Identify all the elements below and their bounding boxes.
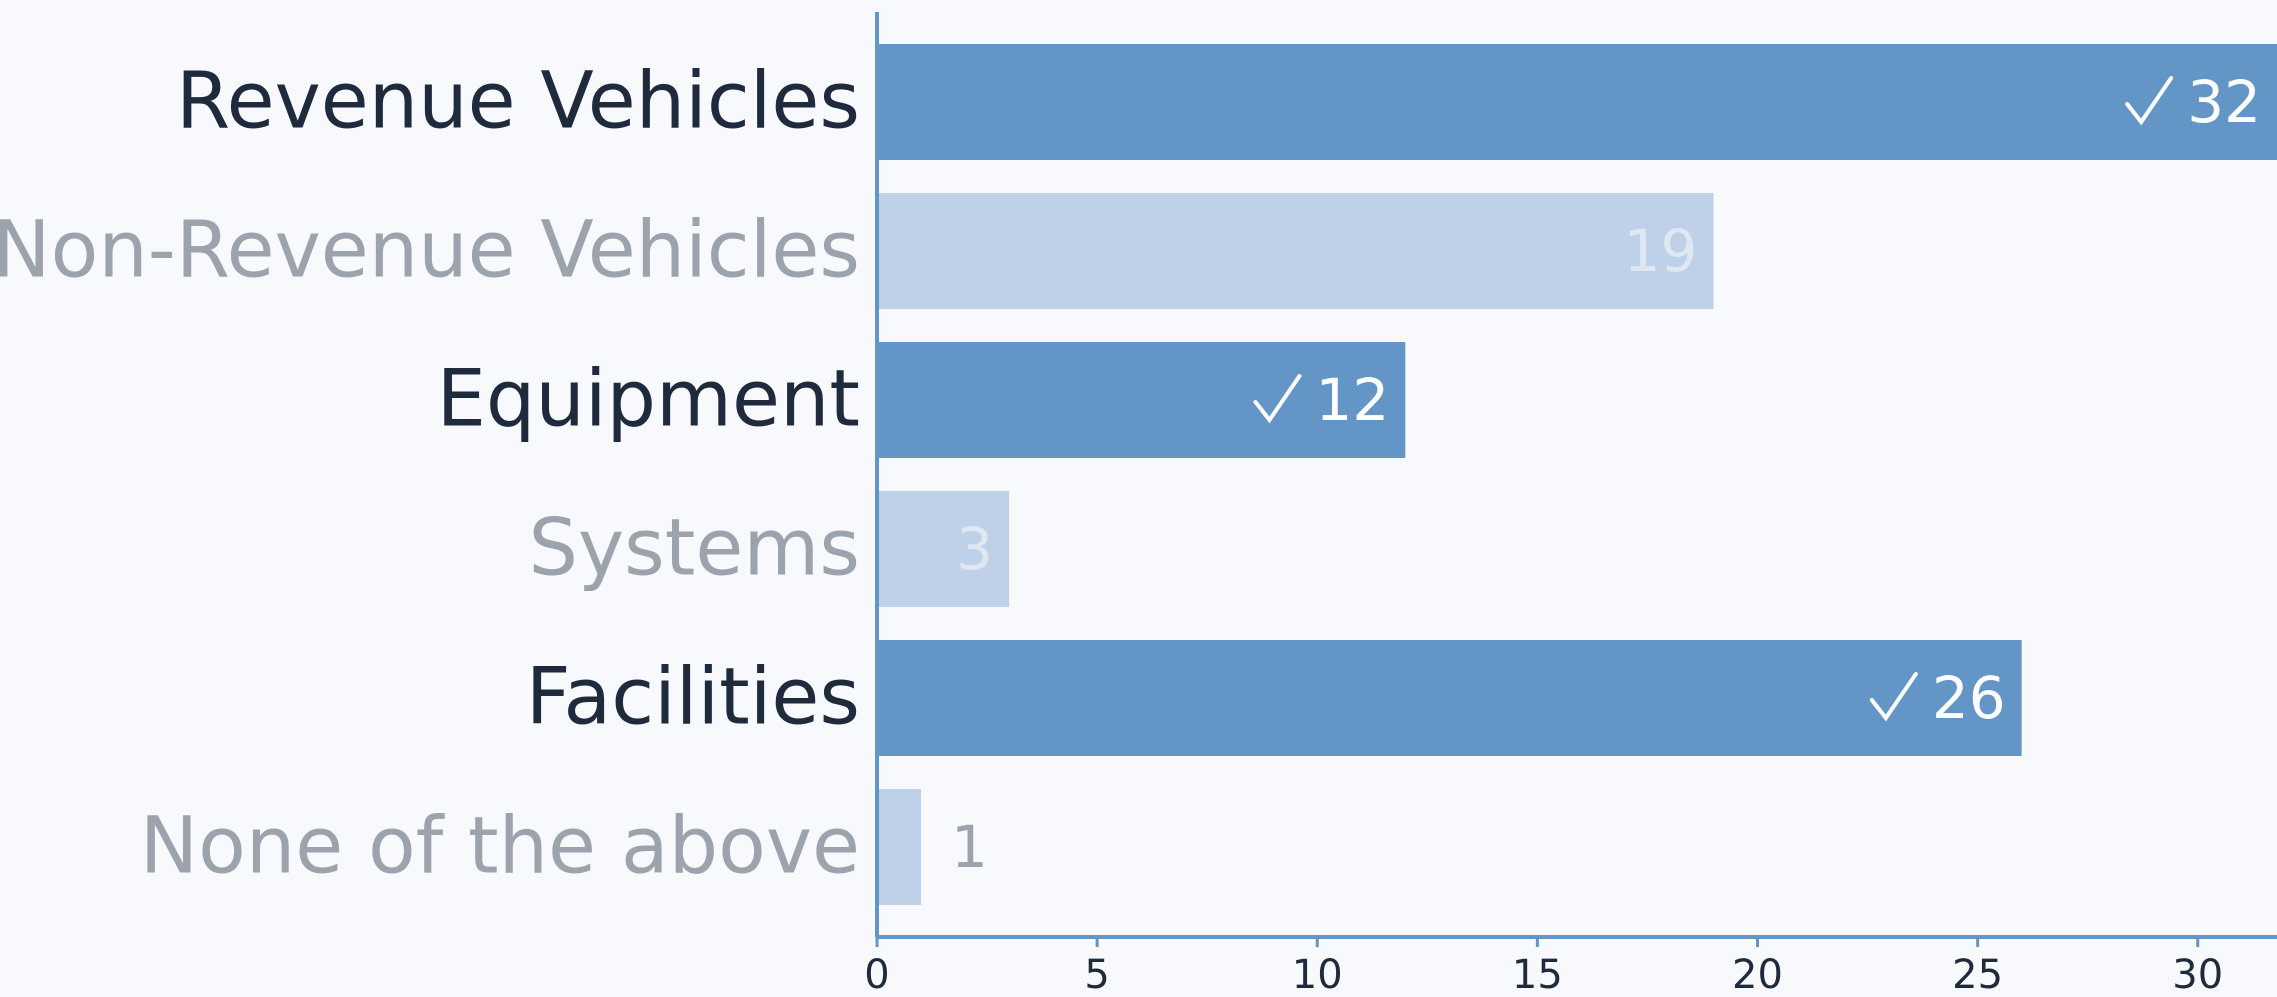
value-label: 32 — [2187, 68, 2261, 136]
x-tick-label: 20 — [1732, 952, 1783, 997]
value-label: 3 — [956, 515, 993, 583]
value-label: 19 — [1624, 217, 1698, 285]
value-label: 26 — [1932, 664, 2006, 732]
check-icon — [2125, 76, 2174, 126]
bar — [877, 44, 2277, 160]
bar — [877, 789, 922, 905]
category-label: None of the above — [140, 801, 860, 891]
x-tick-label: 5 — [1084, 952, 1109, 997]
x-tick-label: 10 — [1292, 952, 1343, 997]
category-label: Non-Revenue Vehicles — [0, 205, 860, 295]
x-tick-label: 15 — [1512, 952, 1563, 997]
category-label: Systems — [529, 503, 861, 593]
x-tick-label: 30 — [2172, 952, 2223, 997]
x-tick-label: 0 — [864, 952, 889, 997]
check-icon — [1869, 672, 1918, 722]
bar — [877, 342, 1406, 458]
value-label: 1 — [951, 813, 988, 881]
category-label: Equipment — [437, 354, 860, 444]
bar — [877, 640, 2022, 756]
bar — [877, 193, 1714, 309]
x-tick-label: 25 — [1952, 952, 2003, 997]
check-icon — [1253, 374, 1302, 424]
category-label: Facilities — [526, 652, 860, 742]
bar — [877, 491, 1010, 607]
value-label: 12 — [1315, 366, 1389, 434]
category-label: Revenue Vehicles — [176, 56, 860, 146]
